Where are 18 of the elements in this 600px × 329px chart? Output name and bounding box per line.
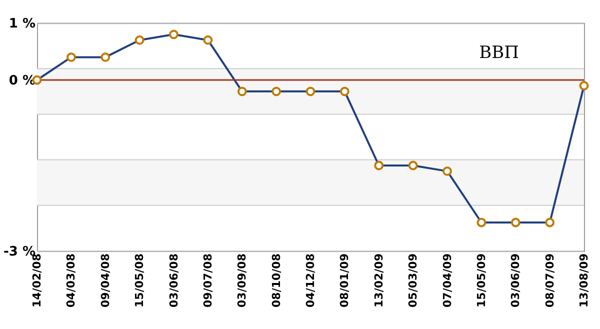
x-tick-label: 09/04/08 xyxy=(98,254,112,308)
x-tick-label: 03/06/09 xyxy=(509,254,522,308)
x-tick-label: 15/05/09 xyxy=(474,254,488,308)
x-tick-label: 13/08/09 xyxy=(578,254,590,308)
text: ВВП xyxy=(479,43,519,63)
x-tick-label: 09/07/08 xyxy=(201,254,214,308)
x-tick-label: 05/03/09 xyxy=(406,254,420,308)
x-tick-label: 15/05/08 xyxy=(133,254,146,308)
x-tick-label: 04/03/08 xyxy=(64,254,78,308)
x-tick-label: 08/01/09 xyxy=(338,254,352,308)
y-tick-label: 1 % xyxy=(8,16,36,32)
x-tick-label: 03/06/08 xyxy=(167,254,180,308)
x-tick-label: 03/09/08 xyxy=(236,254,249,308)
x-tick-label: 08/10/08 xyxy=(270,254,283,308)
x-tick-label: 08/07/09 xyxy=(543,254,556,308)
x-tick-label: 13/02/09 xyxy=(372,254,386,308)
x-tick-label: 07/04/09 xyxy=(440,254,454,308)
x-tick-label: 04/12/08 xyxy=(304,254,317,308)
